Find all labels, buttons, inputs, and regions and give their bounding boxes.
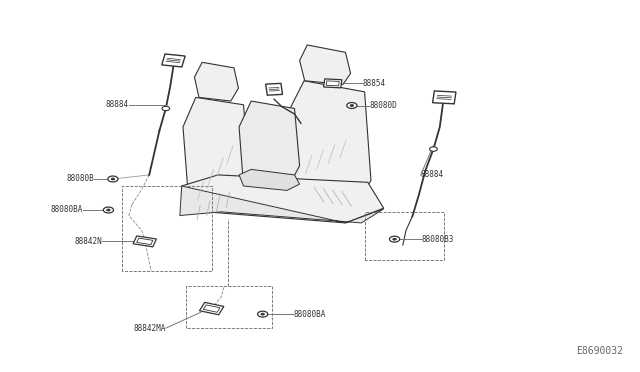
FancyBboxPatch shape bbox=[433, 91, 456, 104]
Text: 88842N: 88842N bbox=[74, 237, 102, 246]
Circle shape bbox=[347, 103, 357, 109]
Polygon shape bbox=[239, 169, 300, 190]
Circle shape bbox=[393, 238, 396, 240]
Polygon shape bbox=[183, 97, 250, 212]
FancyBboxPatch shape bbox=[204, 305, 220, 312]
Circle shape bbox=[261, 313, 264, 315]
Polygon shape bbox=[239, 101, 300, 190]
Text: 88080B3: 88080B3 bbox=[422, 235, 454, 244]
Circle shape bbox=[257, 311, 268, 317]
Text: E8690032: E8690032 bbox=[576, 346, 623, 356]
Circle shape bbox=[429, 147, 437, 151]
FancyBboxPatch shape bbox=[200, 302, 224, 315]
Text: 88842MA: 88842MA bbox=[133, 324, 166, 333]
Text: 88080BA: 88080BA bbox=[51, 205, 83, 215]
FancyBboxPatch shape bbox=[266, 83, 283, 95]
Polygon shape bbox=[288, 81, 371, 205]
Polygon shape bbox=[180, 186, 384, 223]
Text: 88884: 88884 bbox=[106, 100, 129, 109]
Text: 88080D: 88080D bbox=[369, 101, 397, 110]
FancyBboxPatch shape bbox=[162, 54, 185, 67]
Polygon shape bbox=[182, 175, 384, 223]
Circle shape bbox=[350, 105, 354, 106]
Text: 88854: 88854 bbox=[363, 79, 386, 88]
Circle shape bbox=[111, 178, 115, 180]
Polygon shape bbox=[300, 45, 351, 84]
Circle shape bbox=[162, 106, 170, 111]
Text: 88080B: 88080B bbox=[66, 174, 94, 183]
FancyBboxPatch shape bbox=[326, 81, 339, 86]
FancyBboxPatch shape bbox=[133, 236, 156, 247]
FancyBboxPatch shape bbox=[137, 238, 153, 245]
FancyBboxPatch shape bbox=[324, 79, 342, 88]
Circle shape bbox=[103, 207, 113, 213]
Text: 88080BA: 88080BA bbox=[293, 310, 326, 319]
Text: 88884: 88884 bbox=[420, 170, 444, 179]
Polygon shape bbox=[195, 62, 239, 101]
Circle shape bbox=[390, 236, 399, 242]
Circle shape bbox=[107, 209, 110, 211]
Circle shape bbox=[108, 176, 118, 182]
